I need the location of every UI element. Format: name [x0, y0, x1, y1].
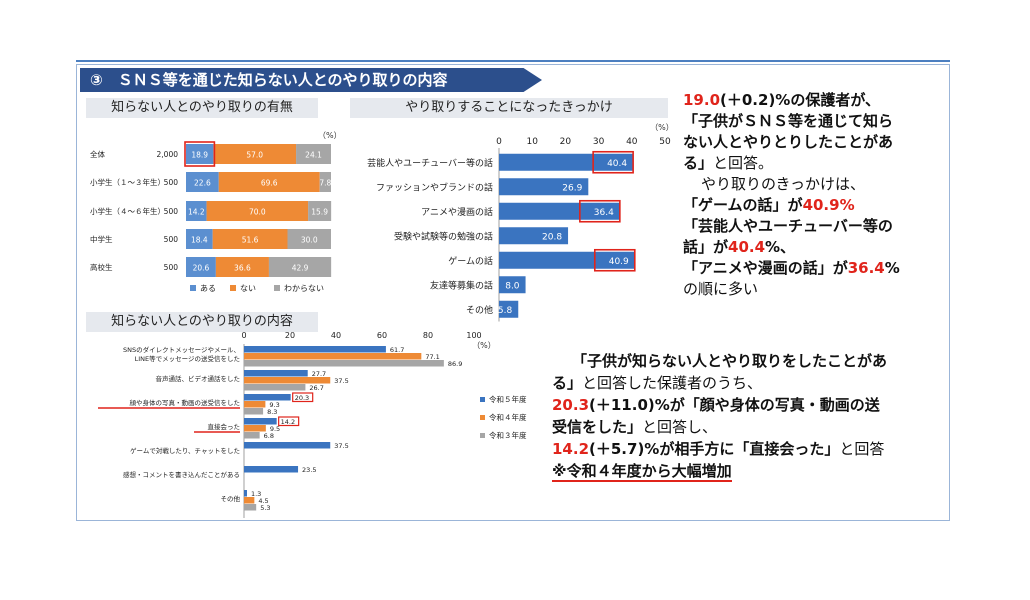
summary-bottom-line1: 「子供が知らない人とやり取りをしたことがあ [572, 352, 888, 370]
summary-bottom: 「子供が知らない人とやり取りをしたことがあ る」と回答した保護者のうち、 20.… [552, 350, 948, 482]
summary-top-line4: る」と回答。 [683, 154, 774, 172]
top-rule [76, 60, 950, 62]
summary-bottom-line2: る」と回答した保護者のうち、 [552, 374, 763, 392]
summary-bottom-line3: 20.3(＋11.0)%が「顔や身体の写真・動画の送 [552, 396, 880, 414]
summary-bottom-line6: ※令和４年度から大幅増加 [552, 462, 732, 482]
summary-bottom-line4: 受信をした」と回答し、 [552, 418, 718, 436]
summary-top-line10: の順に多い [683, 280, 759, 298]
chart2-title: やり取りすることになったきっかけ [350, 98, 668, 118]
summary-top-line1: 19.0(＋0.2)%の保護者が、 [683, 91, 881, 109]
summary-top-line3: ない人とやりとりしたことがあ [683, 133, 894, 151]
summary-top: 19.0(＋0.2)%の保護者が、 「子供がＳＮＳ等を通じて知ら ない人とやりと… [683, 90, 945, 300]
chart3-title: 知らない人とのやり取りの内容 [86, 312, 318, 332]
summary-top-line9: 「アニメや漫画の話」が36.4% [683, 259, 900, 277]
summary-top-line5: やり取りのきっかけは、 [701, 175, 865, 193]
summary-top-line8: 話」が40.4%、 [683, 238, 796, 256]
summary-bottom-line5: 14.2(＋5.7)%が相手方に「直接会った」と回答 [552, 440, 885, 458]
section-title: ③ ＳＮＳ等を通じた知らない人とのやり取りの内容 [80, 68, 542, 92]
chart1-title: 知らない人とのやり取りの有無 [86, 98, 318, 118]
summary-top-line7: 「芸能人やユーチューバー等の [683, 217, 893, 235]
summary-top-line6: 「ゲームの話」が40.9% [683, 196, 855, 214]
summary-top-line2: 「子供がＳＮＳ等を通じて知ら [683, 112, 894, 130]
